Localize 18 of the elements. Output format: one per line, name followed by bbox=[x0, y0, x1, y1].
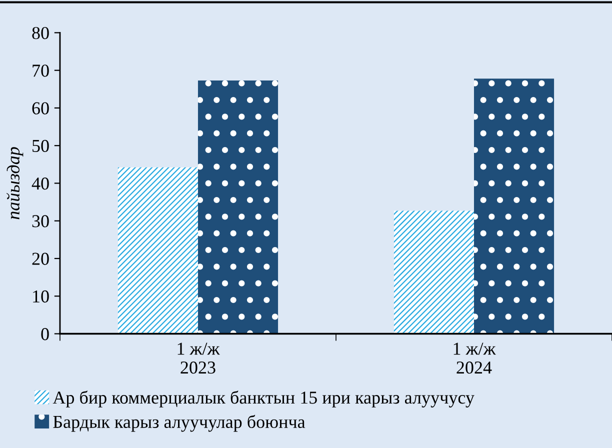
legend-label: Ар бир коммерциалык банктын 15 ири карыз алуучусу bbox=[52, 390, 474, 408]
y-tick-label: 40 bbox=[32, 177, 49, 190]
y-tick-label: 50 bbox=[32, 140, 49, 152]
bar bbox=[474, 78, 554, 334]
y-axis-title: пайыздар bbox=[6, 147, 24, 220]
y-tick-label: 60 bbox=[32, 102, 49, 114]
y-tick-label: 80 bbox=[32, 26, 49, 40]
bar bbox=[118, 167, 198, 334]
bar bbox=[394, 210, 474, 334]
y-tick-label: 0 bbox=[41, 328, 49, 340]
y-tick-label: 10 bbox=[33, 290, 49, 303]
legend-label: Бардык карыз алуучулар боюнча bbox=[53, 414, 306, 432]
y-tick-label: 20 bbox=[32, 252, 49, 265]
y-tick-label: 70 bbox=[32, 64, 49, 77]
x-tick-label: 1 ж/ж 2024 bbox=[454, 342, 496, 374]
x-tick-label: 1 ж/ж 2023 bbox=[178, 342, 220, 374]
bar bbox=[198, 80, 278, 334]
y-tick-label: 30 bbox=[32, 215, 49, 228]
